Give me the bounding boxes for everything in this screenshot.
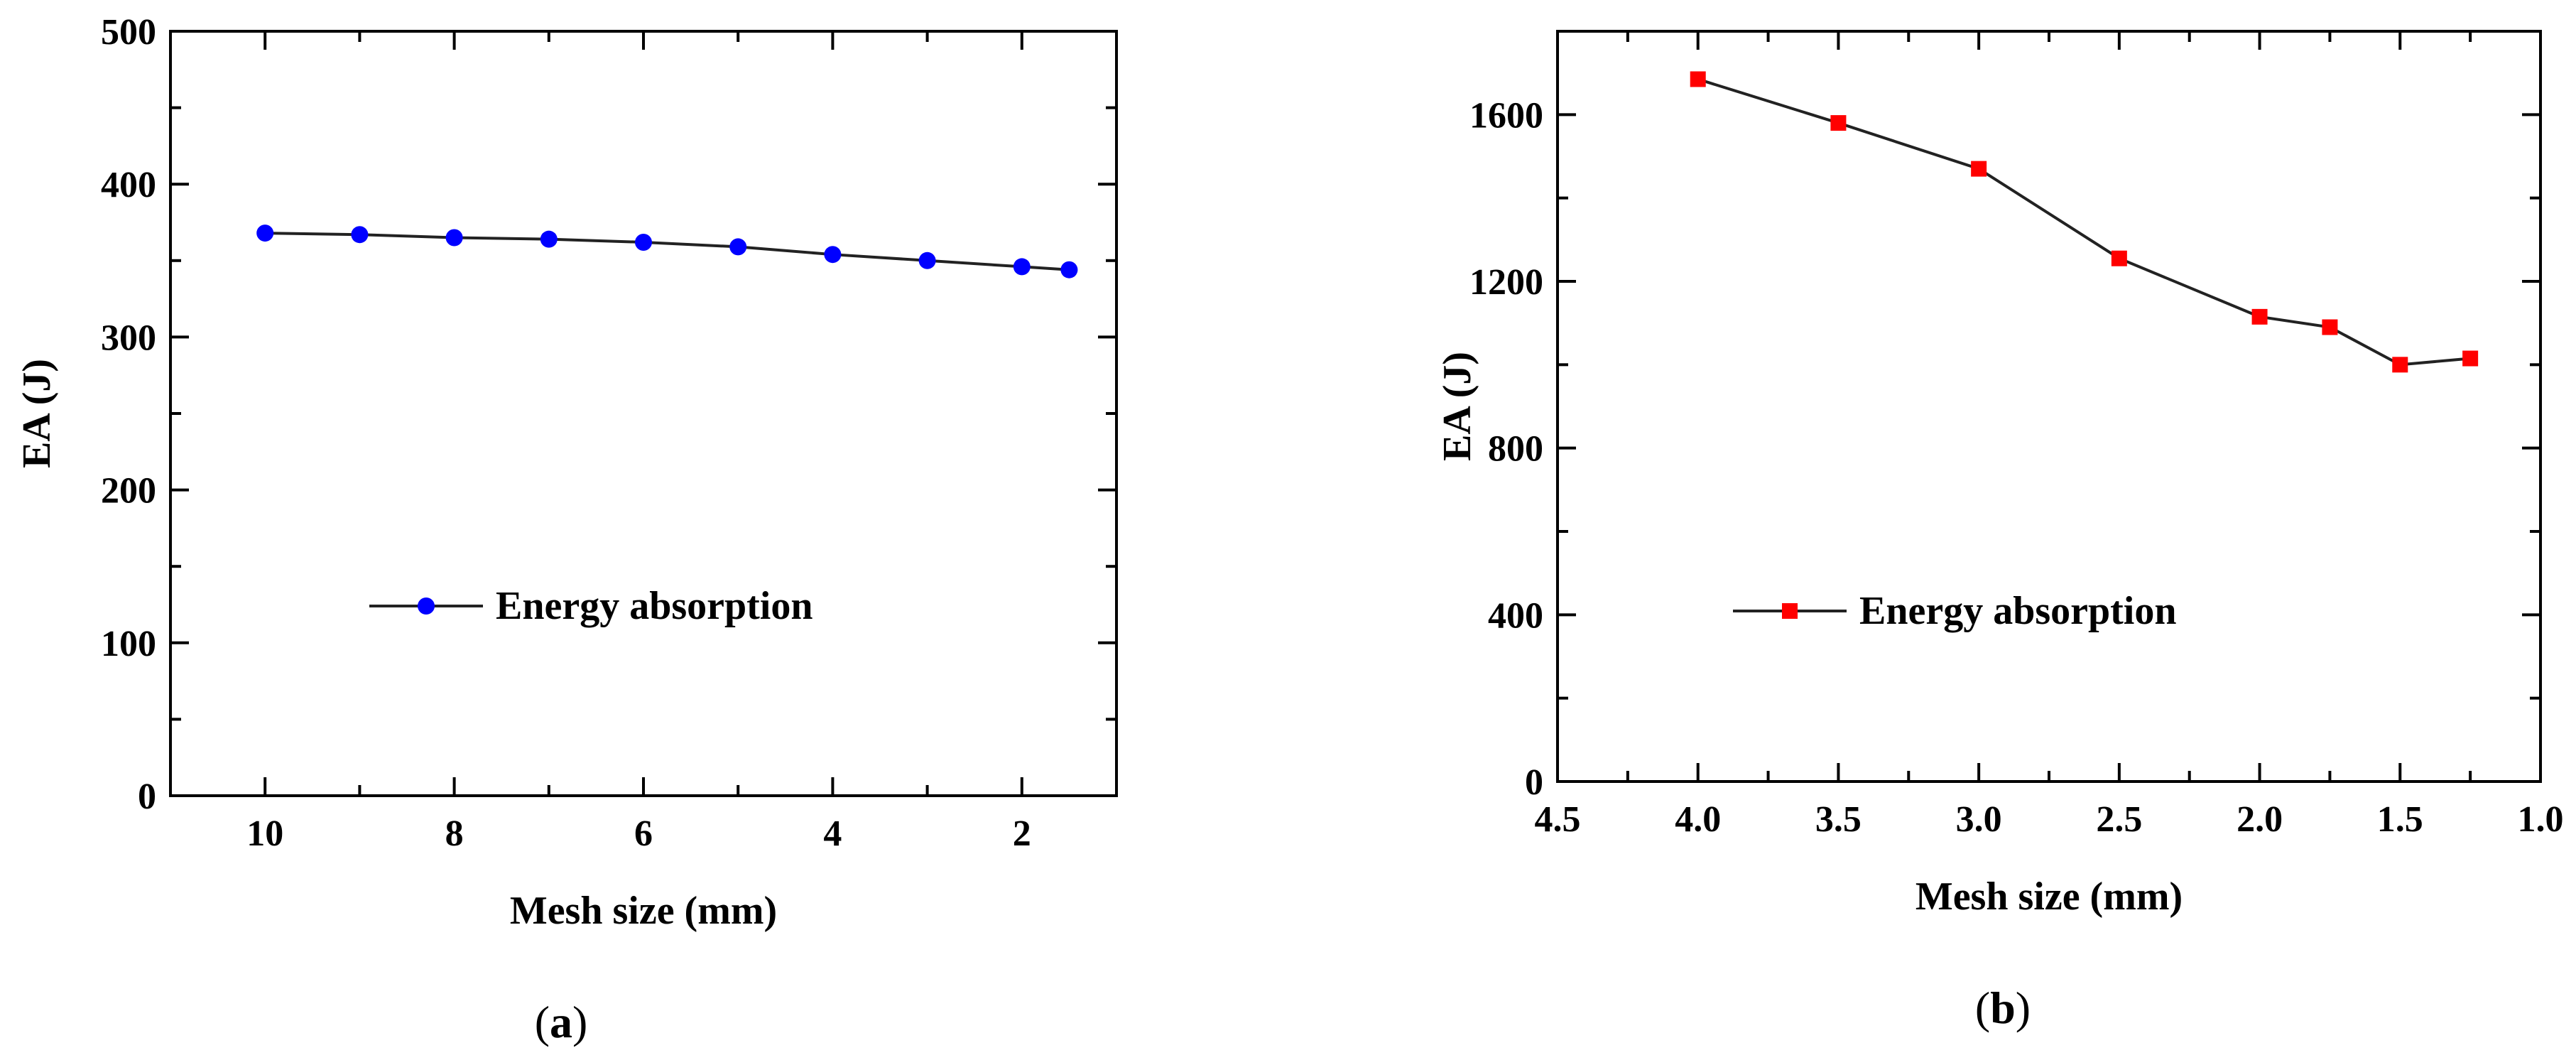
legend-marker xyxy=(418,597,435,615)
y-tick-label: 1600 xyxy=(1469,95,1543,136)
data-point xyxy=(540,230,558,248)
x-tick-label: 1.5 xyxy=(2377,799,2423,840)
y-axis-title: EA (J) xyxy=(1435,352,1479,461)
y-tick-label: 400 xyxy=(1488,595,1543,636)
x-tick-label: 10 xyxy=(246,813,283,854)
data-point xyxy=(729,238,747,256)
series-line xyxy=(265,232,1070,271)
legend-label: Energy absorption xyxy=(496,584,813,628)
legend-marker xyxy=(1782,603,1798,619)
data-point xyxy=(445,229,463,247)
data-point xyxy=(256,225,274,242)
panel-label-close: ) xyxy=(572,997,587,1047)
panel-label-close: ) xyxy=(2016,983,2031,1033)
y-tick-label: 100 xyxy=(101,624,156,664)
panel-label-open: ( xyxy=(535,997,550,1047)
data-point xyxy=(2392,357,2408,373)
plot-frame xyxy=(169,30,1118,797)
x-axis-title: Mesh size (mm) xyxy=(510,889,777,933)
x-axis-title: Mesh size (mm) xyxy=(1915,875,2183,919)
x-tick-label: 4.5 xyxy=(1535,799,1581,840)
y-tick-label: 1200 xyxy=(1469,262,1543,303)
y-tick-label: 200 xyxy=(101,471,156,512)
data-point xyxy=(918,252,936,269)
y-tick-label: 0 xyxy=(138,777,156,817)
panel-label: (a) xyxy=(535,997,588,1047)
data-point xyxy=(351,226,369,244)
panel-label-open: ( xyxy=(1975,983,1990,1033)
data-point xyxy=(2322,319,2338,335)
y-axis-title: EA (J) xyxy=(15,359,59,468)
legend-label: Energy absorption xyxy=(1859,589,2177,633)
data-point xyxy=(824,246,842,264)
plot-frame xyxy=(1556,30,2542,783)
x-tick-label: 4 xyxy=(823,813,842,854)
y-tick-label: 300 xyxy=(101,318,156,358)
data-point xyxy=(1971,161,1987,177)
data-point xyxy=(1013,258,1031,276)
x-tick-label: 2.5 xyxy=(2096,799,2142,840)
x-tick-label: 2 xyxy=(1013,813,1031,854)
panel-label: (b) xyxy=(1975,983,2031,1033)
panel-label-letter: a xyxy=(550,997,572,1047)
y-tick-label: 400 xyxy=(101,165,156,205)
y-tick-label: 500 xyxy=(101,12,156,53)
x-tick-label: 3.5 xyxy=(1815,799,1862,840)
data-point xyxy=(1690,71,1706,87)
chart-panel-a: 10 8 6 4 2 0 100 200 300 400 500 Mesh size (mm) EA (… xyxy=(15,12,1118,1047)
data-point xyxy=(1060,261,1078,278)
data-point xyxy=(2462,350,2479,367)
data-point xyxy=(1830,115,1847,131)
y-tick-label: 0 xyxy=(1525,762,1543,803)
x-tick-label: 4.0 xyxy=(1675,799,1721,840)
x-tick-label: 3.0 xyxy=(1956,799,2002,840)
series-line xyxy=(1697,77,2471,367)
panel-label-letter: b xyxy=(1990,983,2016,1033)
data-point xyxy=(2251,308,2268,325)
data-point xyxy=(635,233,652,251)
data-point xyxy=(2111,250,2127,266)
x-tick-label: 8 xyxy=(445,813,464,854)
x-tick-label: 2.0 xyxy=(2237,799,2283,840)
x-tick-label: 1.0 xyxy=(2518,799,2564,840)
y-tick-label: 800 xyxy=(1488,429,1543,470)
x-tick-label: 6 xyxy=(634,813,653,854)
chart-panel-b: 4.5 4.0 3.5 3.0 2.5 2.0 1.5 1.0 0 400 800 1200 1600 M… xyxy=(1435,30,2564,1033)
